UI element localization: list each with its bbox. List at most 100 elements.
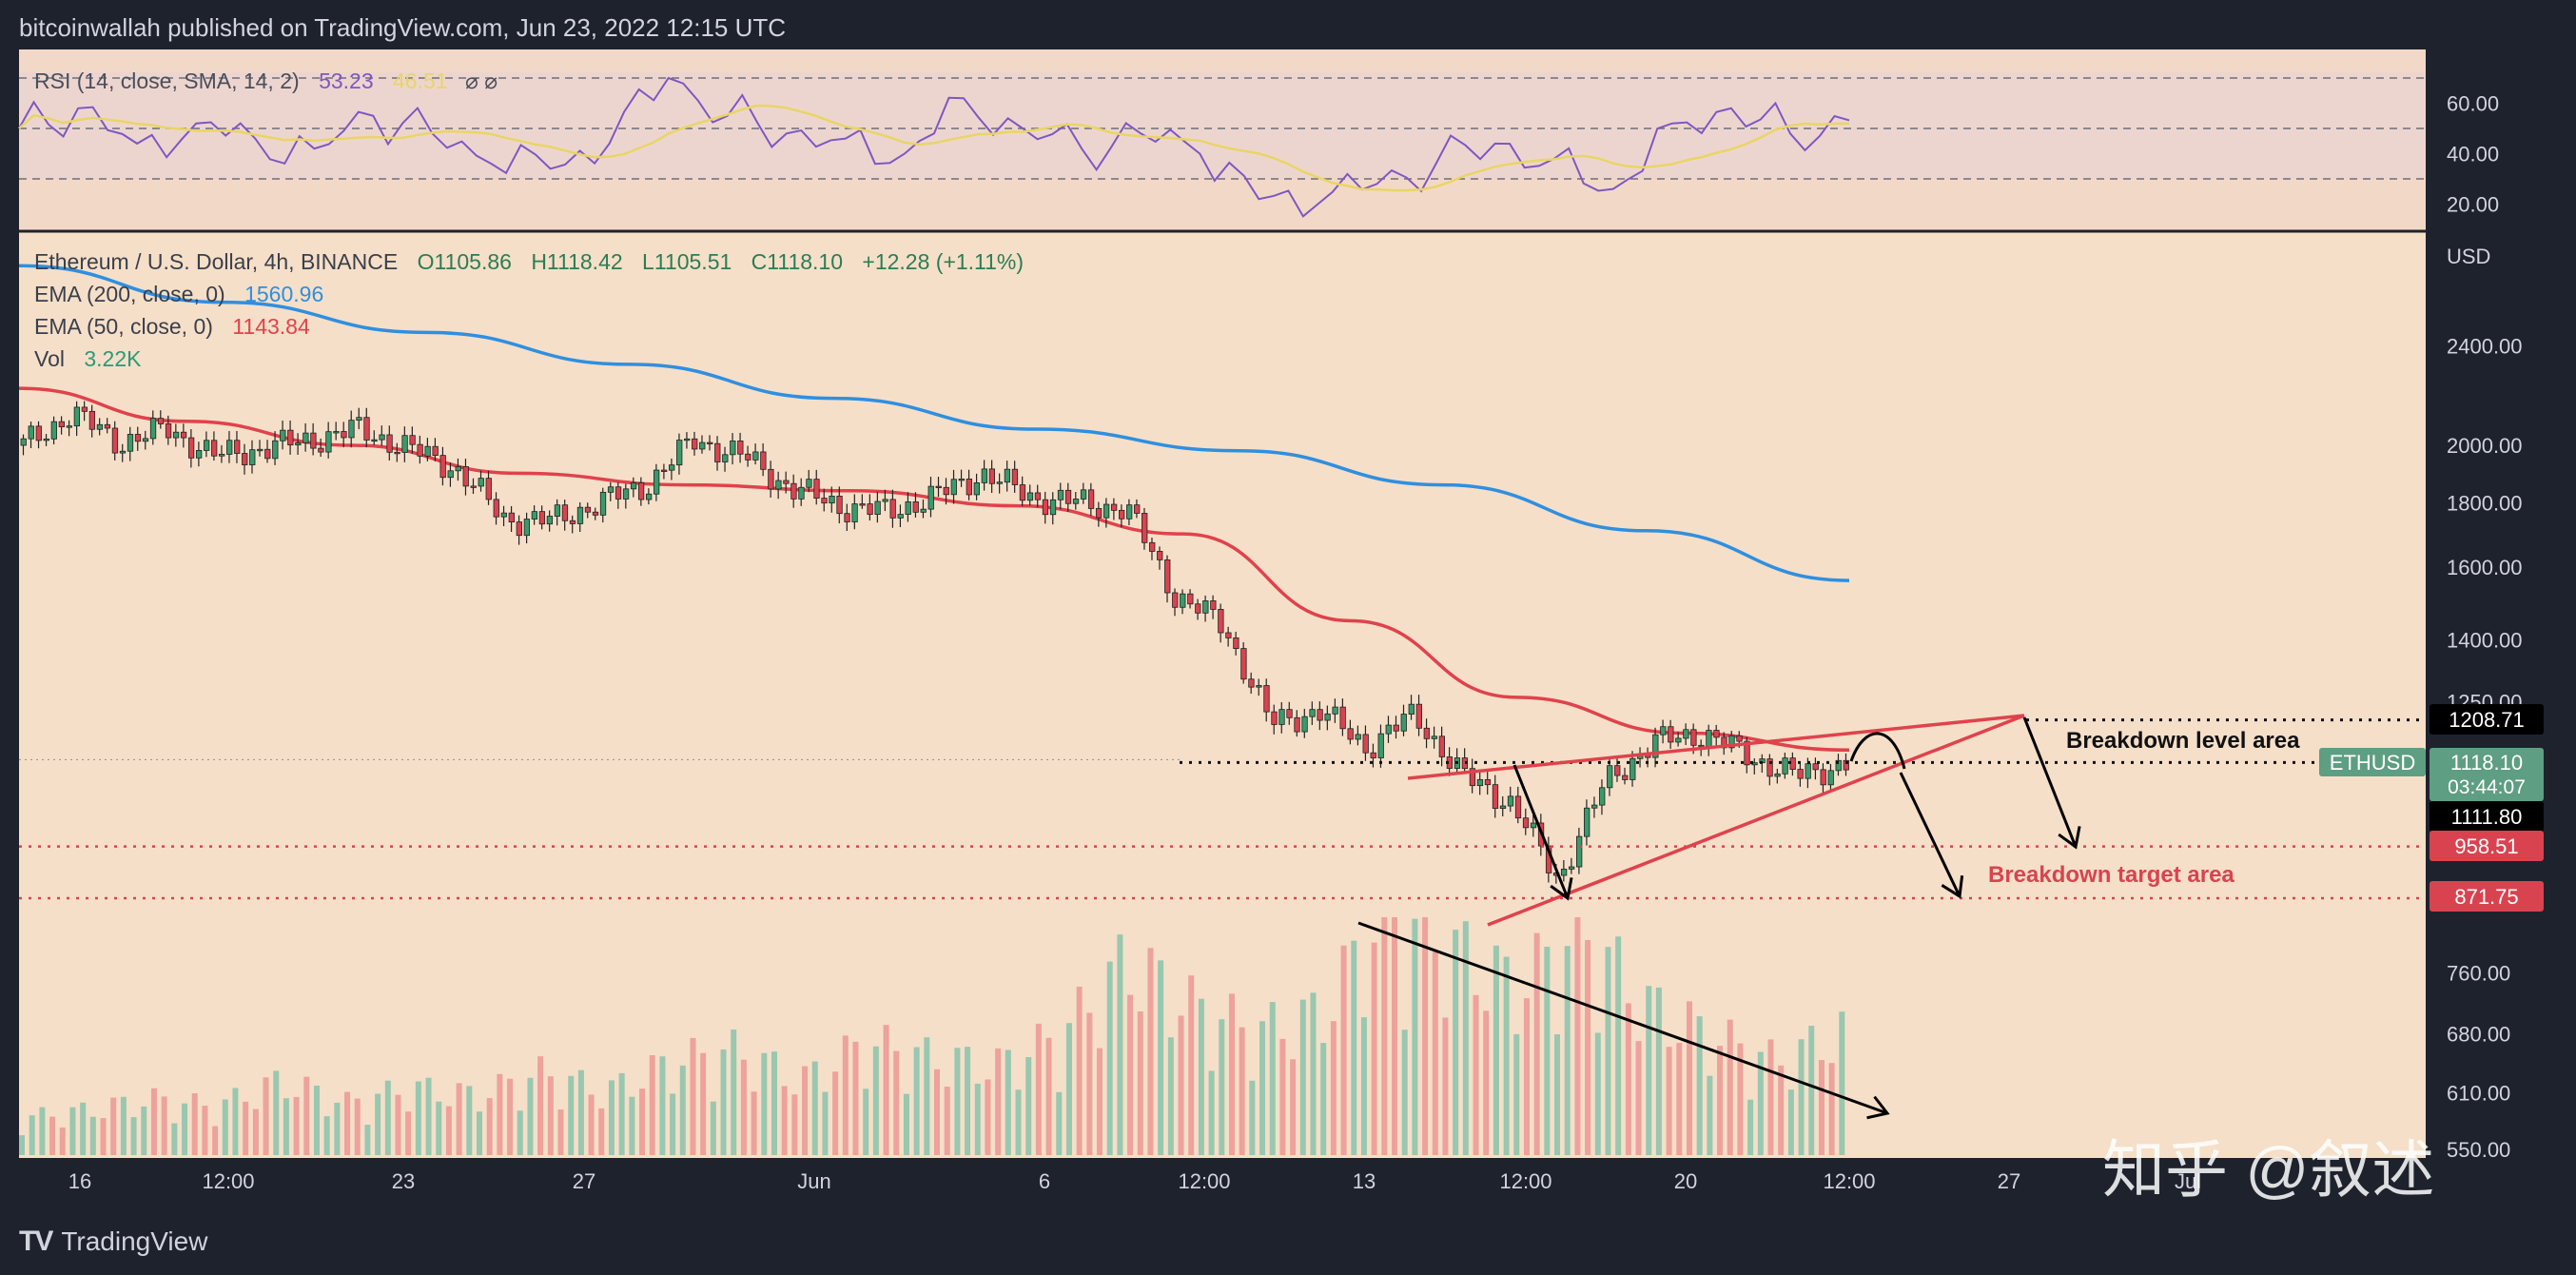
- candle-body: [1149, 541, 1156, 552]
- candle-body: [1469, 768, 1476, 787]
- candle-body: [760, 451, 767, 470]
- candle-body: [1514, 795, 1522, 819]
- volume-bar: [965, 1047, 971, 1155]
- currency-label: USD: [2447, 245, 2490, 268]
- volume-bar: [527, 1077, 534, 1155]
- y-tick-7: 680.00: [2447, 1022, 2510, 1046]
- candle-body: [546, 516, 554, 525]
- volume-bar: [1035, 1023, 1042, 1155]
- watermark-text: 知乎 @叙述: [2102, 1134, 2434, 1205]
- volume-bar: [883, 1025, 889, 1155]
- candle-body: [661, 469, 668, 472]
- candle-body: [470, 485, 477, 488]
- tradingview-brand[interactable]: TV TradingView: [19, 1226, 207, 1258]
- vol-legend: Vol 3.22K: [34, 346, 142, 371]
- ema200-line: [18, 264, 1850, 582]
- volume-bar: [1147, 948, 1154, 1155]
- candle-body: [851, 503, 858, 522]
- candle-body: [1400, 714, 1407, 732]
- candle-body: [722, 454, 729, 462]
- volume-bar: [1564, 946, 1571, 1155]
- tag-level-top: 1208.71: [2430, 704, 2544, 735]
- candle-body: [394, 451, 400, 455]
- volume-bar: [323, 1116, 330, 1155]
- candle-body: [1408, 703, 1415, 715]
- rsi-tick-1: 40.00: [2447, 143, 2499, 167]
- volume-bar: [1259, 1021, 1266, 1155]
- candle-body: [645, 493, 653, 500]
- volume-bar: [577, 1069, 584, 1155]
- candle-body: [790, 482, 797, 500]
- candle-body: [653, 469, 660, 495]
- candle-body: [1370, 752, 1376, 758]
- volume-bar: [1737, 1043, 1744, 1155]
- candle-body: [1119, 509, 1125, 520]
- x-tick-9: 20: [1674, 1169, 1697, 1193]
- candle-body: [1576, 835, 1583, 868]
- volume-bar: [375, 1093, 381, 1155]
- candle-body: [1415, 703, 1422, 729]
- volume-bar: [771, 1051, 777, 1155]
- candle-body: [806, 479, 812, 488]
- vol-value: 3.22K: [84, 346, 142, 371]
- candle-body: [1256, 685, 1262, 688]
- candle-body: [1026, 492, 1034, 501]
- volume-bar: [120, 1096, 127, 1155]
- volume-bar: [1818, 1060, 1825, 1155]
- ohlc-close: C1118.10: [751, 249, 843, 274]
- volume-bar: [1635, 1041, 1642, 1155]
- candle-body: [1423, 727, 1430, 739]
- publish-header: bitcoinwallah published on TradingView.c…: [19, 13, 787, 42]
- candle-body: [1774, 773, 1781, 777]
- volume-bar: [1533, 932, 1540, 1155]
- candle-body: [1317, 709, 1323, 721]
- volume-bar: [1605, 947, 1611, 1155]
- candle-body: [707, 441, 713, 444]
- rsi-line: [18, 76, 1850, 218]
- volume-bar: [1320, 1043, 1327, 1155]
- volume-bar: [1228, 993, 1235, 1155]
- candle-body: [1309, 709, 1316, 717]
- volume-bar: [700, 1052, 707, 1155]
- candle-body: [813, 479, 820, 499]
- candle-body: [280, 429, 286, 441]
- candle-body: [1218, 609, 1224, 634]
- candle-body: [844, 513, 850, 522]
- candle-body: [1835, 759, 1842, 772]
- candle-body: [203, 440, 210, 451]
- candle-body: [1568, 866, 1575, 870]
- candle-body: [1385, 724, 1392, 735]
- rsi-band-fill: [19, 72, 2426, 179]
- candle-body: [775, 480, 782, 490]
- candle-body: [142, 438, 149, 442]
- candle-body: [165, 423, 172, 439]
- y-tick-6: 760.00: [2447, 962, 2510, 986]
- volume-bar: [1798, 1039, 1805, 1155]
- volume-bar: [649, 1055, 655, 1155]
- x-tick-3: 27: [573, 1169, 595, 1193]
- volume-bar: [232, 1088, 239, 1155]
- volume-bar: [202, 1106, 208, 1155]
- candle-body: [1064, 489, 1072, 504]
- breakdown-arrow-2: [1899, 772, 1961, 897]
- candle-body: [1706, 730, 1712, 747]
- candle-body: [676, 440, 683, 466]
- candle-body: [981, 468, 987, 483]
- volume-bar: [1401, 1030, 1408, 1155]
- tradingview-brand-text: TradingView: [61, 1226, 208, 1256]
- volume-bar: [1585, 939, 1591, 1155]
- candle-body: [1668, 726, 1674, 743]
- volume-bar: [944, 1087, 950, 1155]
- volume-bar: [1351, 940, 1357, 1155]
- candle-body: [1134, 504, 1141, 514]
- candle-body: [1683, 729, 1689, 739]
- x-tick-11: 27: [1998, 1169, 2020, 1193]
- ema200-legend: EMA (200, close, 0) 1560.96: [34, 282, 323, 306]
- chart-background: [19, 49, 2426, 1159]
- candle-body: [1042, 499, 1049, 516]
- candle-body: [798, 486, 805, 500]
- tag-symbol: ETHUSD: [2319, 748, 2426, 776]
- volume-bar: [608, 1080, 615, 1155]
